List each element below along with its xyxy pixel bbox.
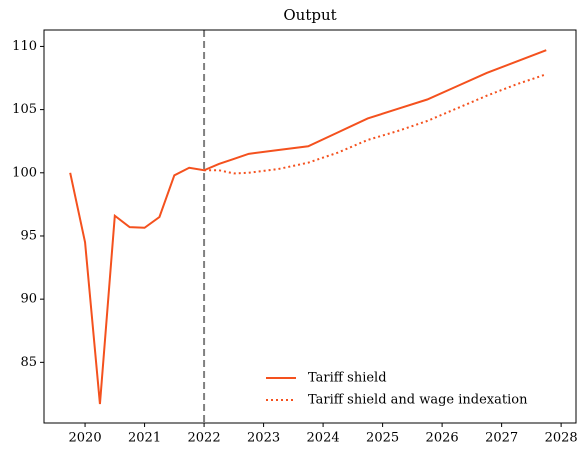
x-tick-label: 2020 xyxy=(69,431,102,446)
legend-label: Tariff shield xyxy=(308,371,387,386)
x-tick-label: 2027 xyxy=(485,431,518,446)
x-tick-label: 2026 xyxy=(426,431,459,446)
x-tick-label: 2022 xyxy=(188,431,221,446)
x-tick-label: 2028 xyxy=(545,431,578,446)
plot-frame xyxy=(43,29,577,424)
x-tick-label: 2023 xyxy=(247,431,280,446)
y-tick-label: 85 xyxy=(20,355,37,370)
x-tick-label: 2025 xyxy=(366,431,399,446)
y-tick-label: 105 xyxy=(12,102,37,117)
y-tick-label: 95 xyxy=(20,228,37,243)
data-line xyxy=(204,73,547,175)
y-tick-label: 100 xyxy=(12,165,37,180)
y-tick-label: 90 xyxy=(20,292,37,307)
data-line xyxy=(69,49,547,405)
x-tick-label: 2021 xyxy=(128,431,161,446)
chart-title: Output xyxy=(283,6,336,24)
x-tick-label: 2024 xyxy=(307,431,340,446)
y-tick-label: 110 xyxy=(12,39,37,54)
legend-label: Tariff shield and wage indexation xyxy=(308,393,528,408)
